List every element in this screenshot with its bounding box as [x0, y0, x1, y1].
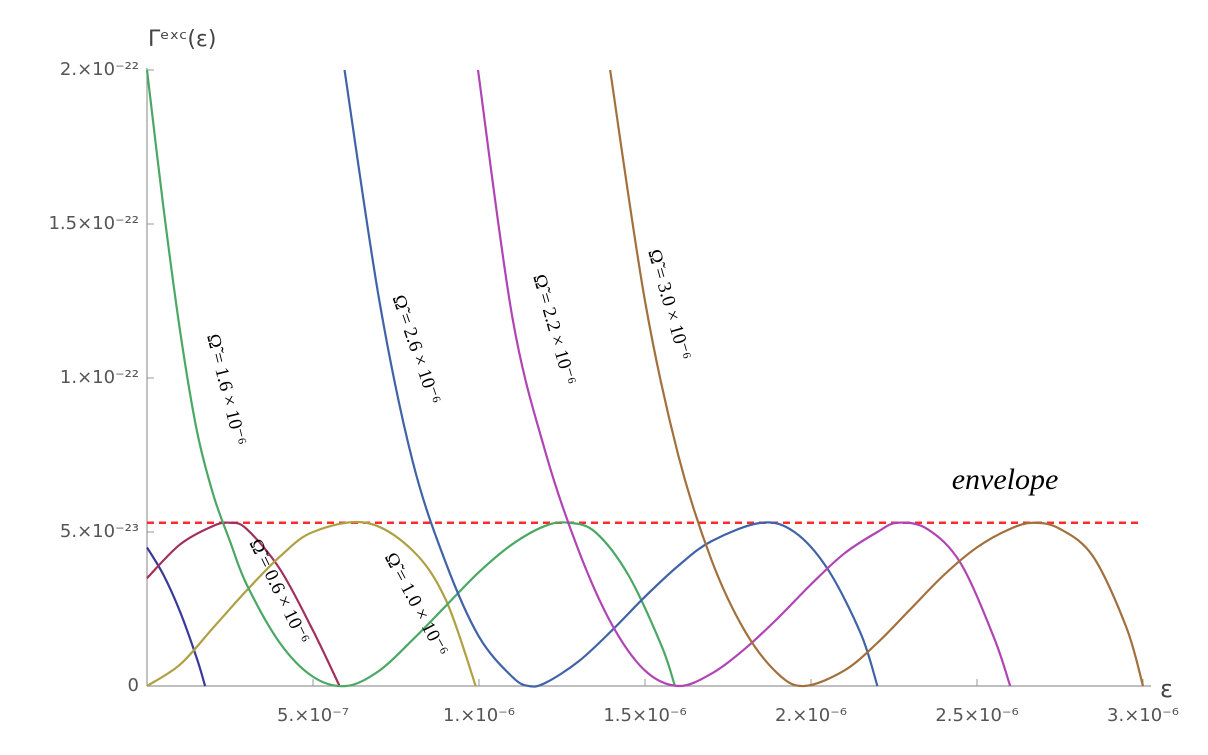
curve-label: Ω̃ = 3.0 × 10⁻⁶ [643, 247, 695, 362]
plot-area [145, 69, 1145, 688]
x-tick-label: 3.×10⁻⁶ [1107, 705, 1179, 726]
y-tick-label: 2.×10⁻²² [60, 59, 139, 80]
curve-label: Ω̃ = 1.0 × 10⁻⁶ [380, 549, 452, 659]
curve-label: Ω̃ = 2.2 × 10⁻⁶ [528, 272, 580, 387]
y-tick-label: 5.×10⁻²³ [60, 521, 139, 542]
x-tick-label: 2.5×10⁻⁶ [935, 705, 1018, 726]
curve-label: Ω̃ = 0.6 × 10⁻⁶ [245, 536, 314, 648]
series-line [609, 69, 1145, 688]
envelope-label: envelope [952, 463, 1059, 496]
y-axis-label: Γᵉˣᶜ(ε) [148, 27, 216, 52]
x-axis-label: ε [1160, 675, 1173, 703]
x-tick-label: 1.×10⁻⁶ [443, 705, 515, 726]
series-line [476, 69, 1012, 688]
series-line [146, 521, 341, 687]
series-line [343, 69, 879, 688]
y-tick-label: 1.5×10⁻²² [48, 213, 139, 234]
x-tick-label: 5.×10⁻⁷ [277, 705, 349, 726]
y-tick-label: 1.×10⁻²² [60, 367, 139, 388]
x-tick-label: 2.×10⁻⁶ [775, 705, 847, 726]
curve-label: Ω̃ = 1.6 × 10⁻⁶ [202, 332, 250, 448]
y-tick-label: 0 [128, 675, 139, 696]
series-line [145, 69, 676, 688]
x-tick-label: 1.5×10⁻⁶ [603, 705, 686, 726]
series-line [146, 520, 477, 687]
